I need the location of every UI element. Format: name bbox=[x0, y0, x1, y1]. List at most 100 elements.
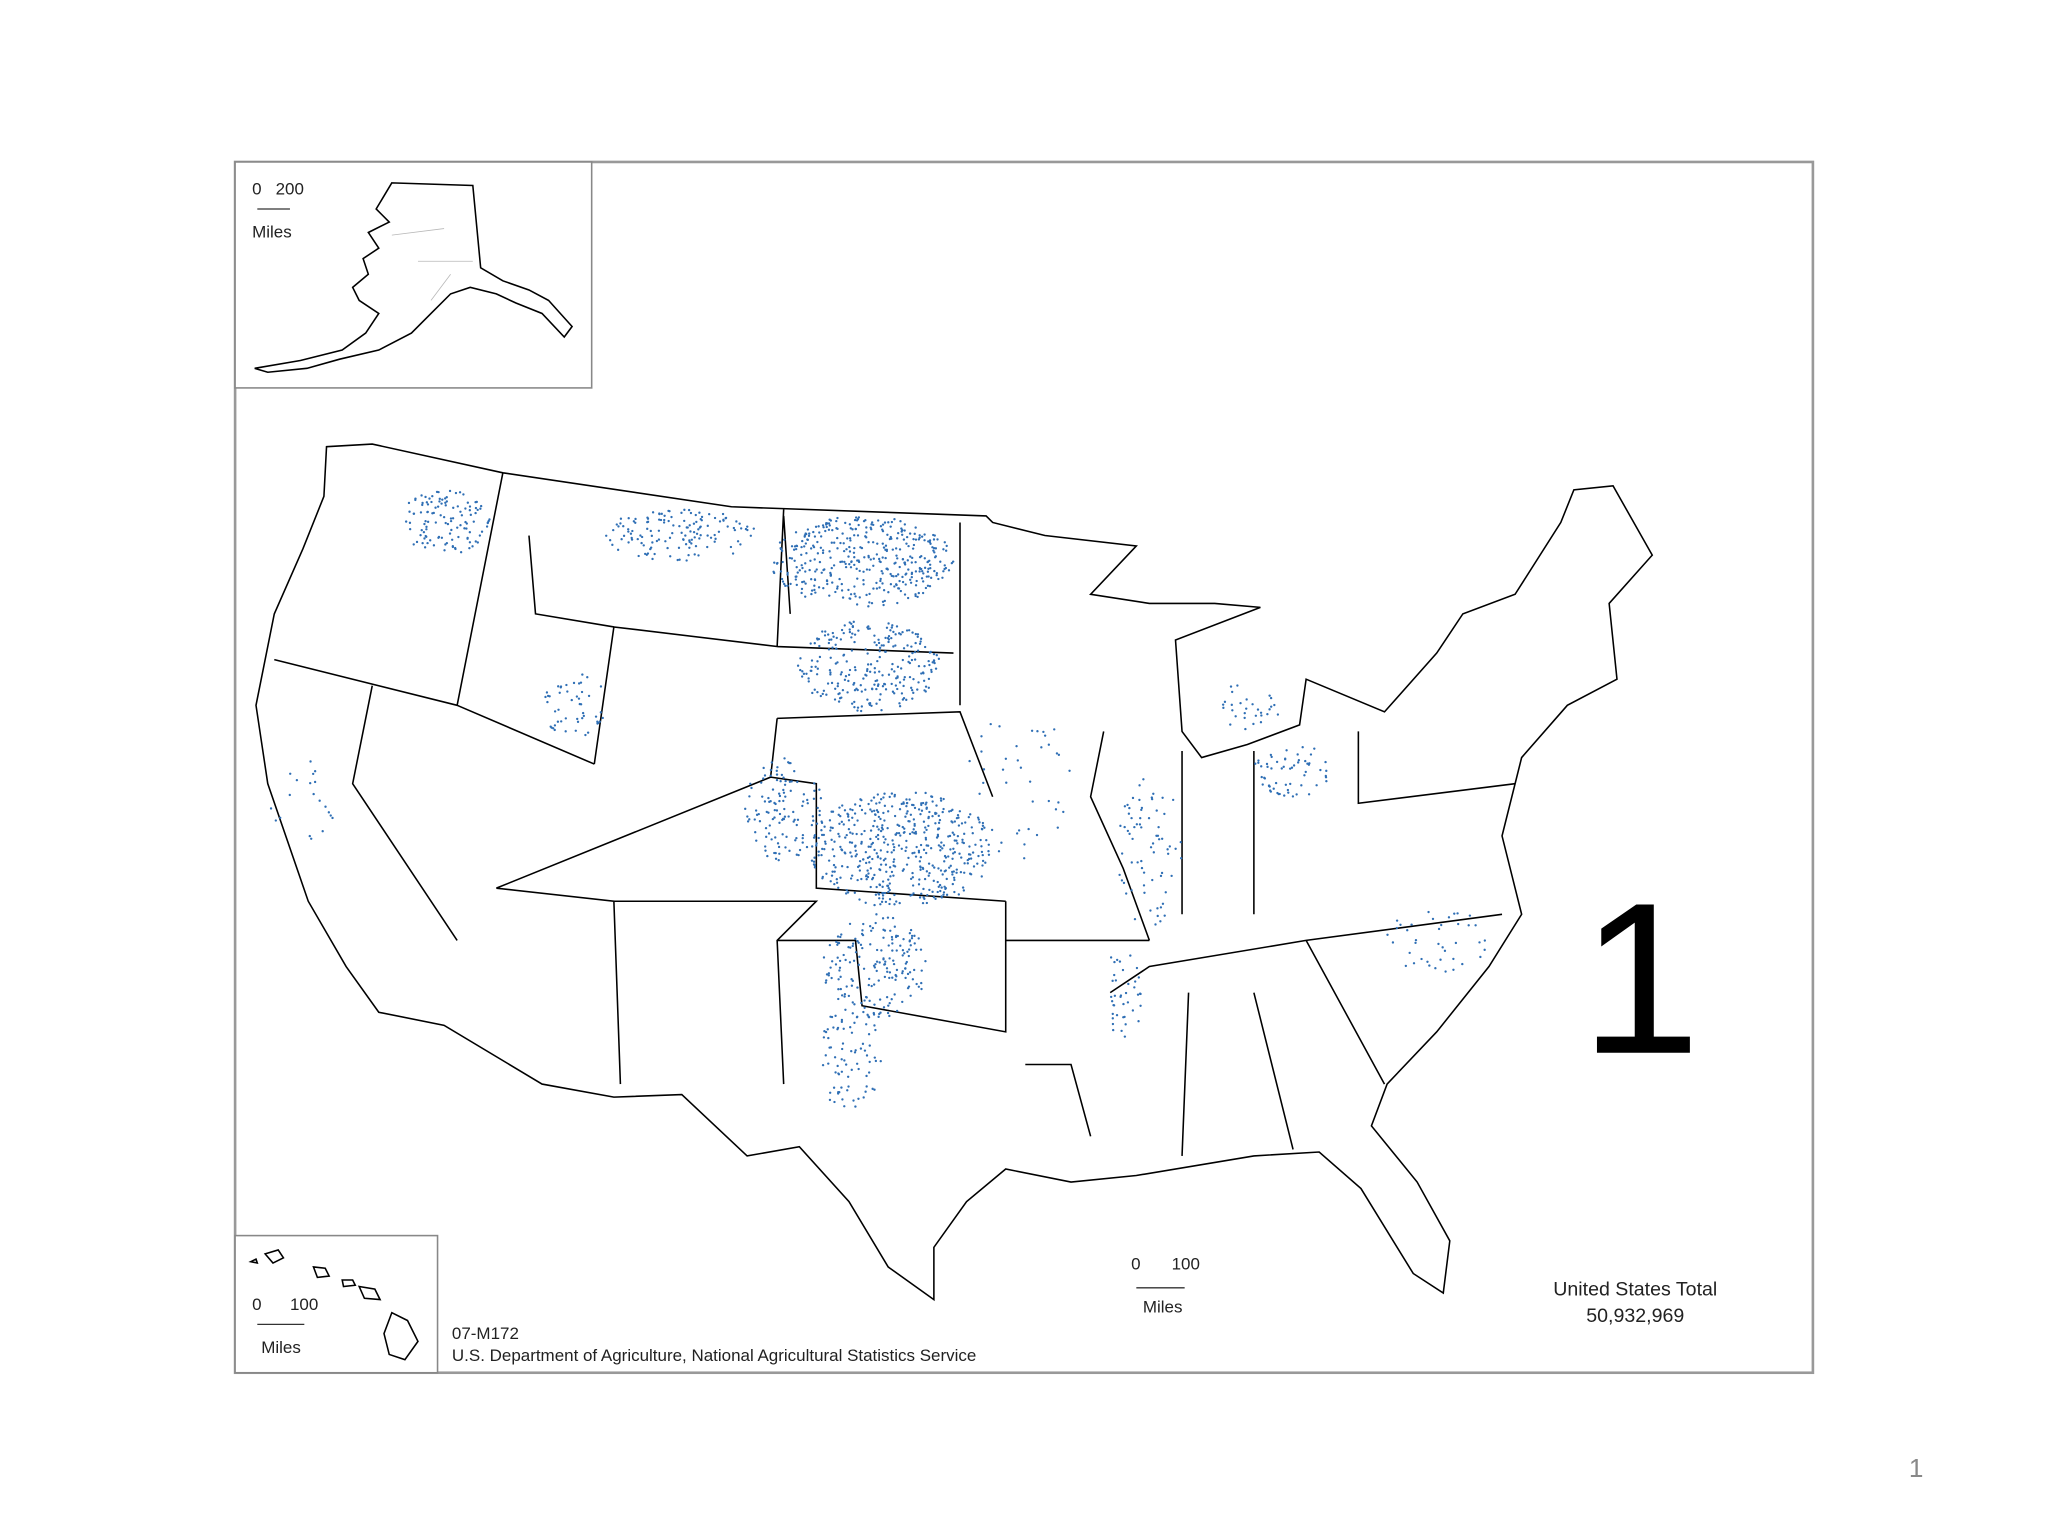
dot bbox=[731, 552, 735, 555]
dot bbox=[841, 1042, 845, 1045]
dot bbox=[968, 845, 971, 848]
dot bbox=[908, 971, 912, 974]
dot bbox=[839, 845, 842, 849]
dot bbox=[814, 665, 817, 668]
dot bbox=[1325, 769, 1328, 773]
dot bbox=[779, 780, 782, 783]
dot bbox=[771, 817, 775, 821]
dot bbox=[469, 513, 473, 517]
dot bbox=[694, 513, 697, 517]
dot bbox=[830, 541, 833, 544]
dot bbox=[764, 845, 767, 848]
dot bbox=[274, 819, 277, 822]
dot bbox=[980, 845, 983, 848]
dot bbox=[828, 550, 831, 553]
dot bbox=[818, 644, 821, 648]
dot bbox=[894, 935, 898, 939]
dot bbox=[1269, 753, 1273, 757]
dot bbox=[313, 770, 317, 773]
dot bbox=[855, 1062, 859, 1065]
dot bbox=[1231, 709, 1234, 712]
dot bbox=[859, 546, 862, 549]
dot bbox=[798, 848, 802, 852]
dot bbox=[829, 966, 832, 969]
dot bbox=[860, 690, 863, 693]
dot bbox=[929, 566, 932, 570]
dot bbox=[926, 893, 929, 897]
dot bbox=[854, 844, 857, 847]
dot bbox=[831, 848, 835, 851]
dot bbox=[914, 594, 917, 598]
dot bbox=[1266, 765, 1269, 768]
dot bbox=[709, 536, 713, 539]
dot bbox=[905, 812, 908, 815]
dot bbox=[870, 810, 874, 813]
dot bbox=[979, 838, 982, 842]
dot bbox=[916, 649, 920, 652]
dot bbox=[544, 695, 547, 699]
dot bbox=[1131, 837, 1134, 841]
dot bbox=[837, 813, 840, 816]
dot bbox=[853, 640, 856, 644]
dot bbox=[807, 680, 810, 683]
dot bbox=[866, 875, 870, 879]
dot bbox=[916, 633, 920, 636]
dot bbox=[912, 691, 915, 695]
dot bbox=[864, 1090, 867, 1093]
dot bbox=[879, 560, 882, 564]
dot bbox=[873, 683, 876, 686]
dot bbox=[1016, 759, 1019, 762]
dot bbox=[890, 537, 893, 540]
dot bbox=[884, 636, 887, 640]
dot bbox=[905, 798, 908, 801]
dot bbox=[910, 686, 913, 690]
dot bbox=[883, 521, 887, 524]
dot bbox=[666, 546, 669, 550]
dot bbox=[848, 597, 851, 600]
dot bbox=[1399, 923, 1402, 926]
dot bbox=[812, 530, 815, 534]
dot bbox=[910, 688, 914, 692]
dot bbox=[890, 520, 894, 524]
dot bbox=[839, 814, 842, 818]
dot bbox=[432, 544, 436, 547]
dot bbox=[871, 1087, 874, 1091]
dot bbox=[810, 665, 813, 669]
dot bbox=[847, 815, 850, 818]
dot bbox=[876, 833, 880, 837]
dot bbox=[857, 559, 860, 562]
dot bbox=[820, 829, 823, 832]
dot bbox=[896, 573, 900, 576]
dot bbox=[464, 507, 467, 510]
dot bbox=[650, 534, 654, 538]
dot bbox=[887, 890, 890, 894]
dot bbox=[836, 516, 839, 520]
dot bbox=[875, 809, 879, 812]
dot bbox=[877, 1015, 880, 1018]
dot bbox=[931, 864, 934, 867]
dot bbox=[910, 576, 913, 579]
dot bbox=[873, 1056, 876, 1059]
dot bbox=[619, 522, 622, 525]
dot bbox=[1257, 761, 1260, 764]
dot bbox=[873, 873, 876, 877]
dot bbox=[423, 546, 427, 549]
dot bbox=[813, 584, 816, 587]
dot bbox=[827, 648, 831, 651]
dot bbox=[902, 868, 905, 871]
dot bbox=[769, 768, 773, 772]
dot bbox=[598, 720, 602, 723]
dot bbox=[851, 816, 854, 819]
dot bbox=[867, 1015, 870, 1018]
dot bbox=[1111, 1012, 1114, 1016]
dot bbox=[893, 993, 896, 996]
dot bbox=[873, 1003, 876, 1006]
dot bbox=[1273, 703, 1276, 707]
dot bbox=[1427, 910, 1430, 914]
dot bbox=[886, 637, 890, 640]
dot bbox=[980, 875, 983, 878]
dot bbox=[981, 864, 984, 867]
dot bbox=[838, 822, 841, 825]
dot bbox=[856, 865, 860, 869]
dot bbox=[882, 936, 885, 939]
